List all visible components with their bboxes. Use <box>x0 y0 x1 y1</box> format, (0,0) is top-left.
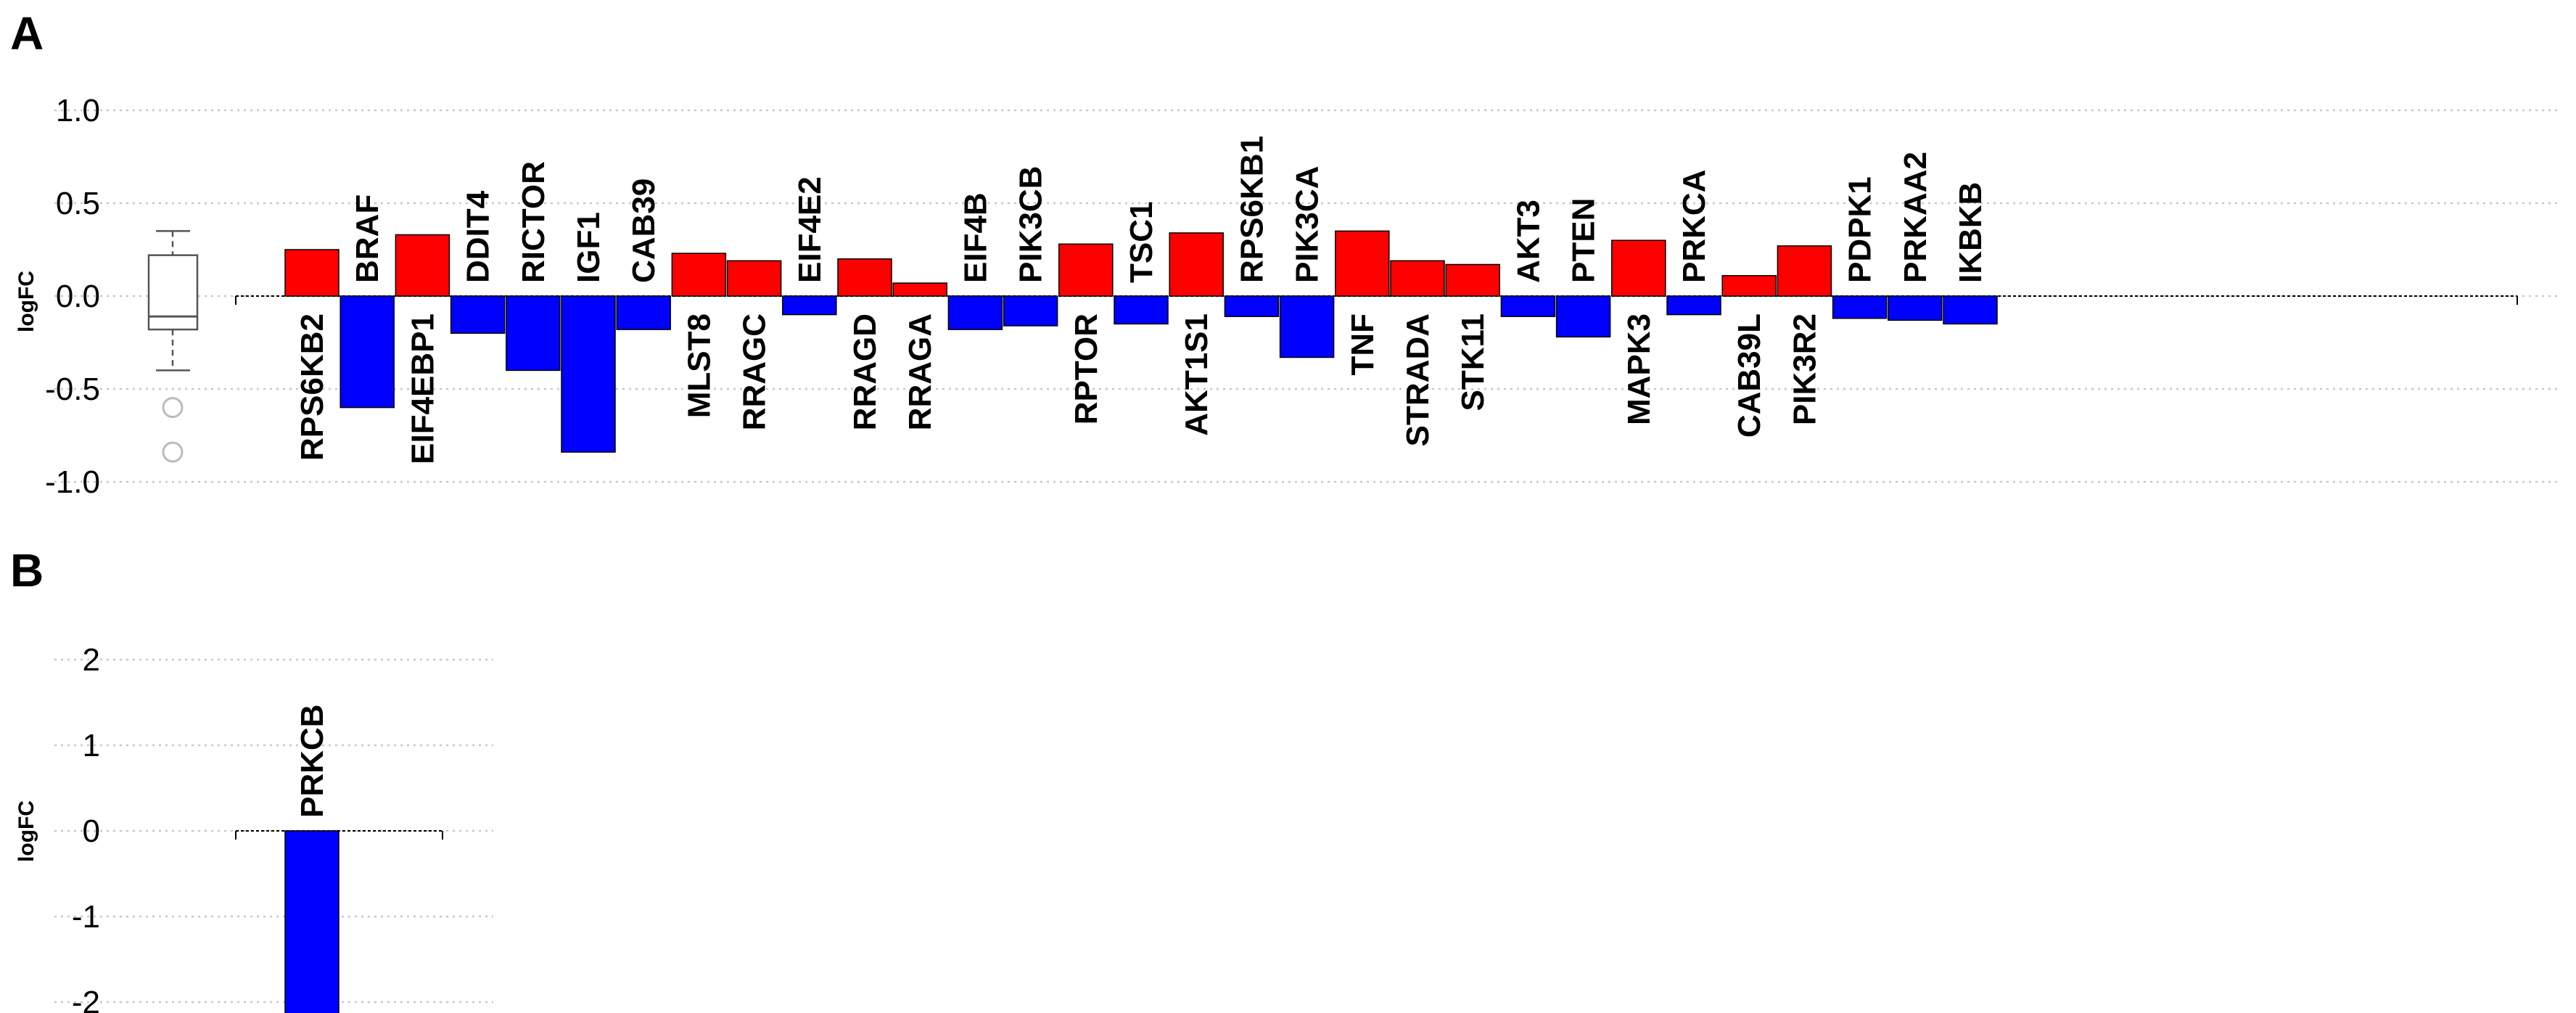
bar-rps6kb2 <box>284 249 340 297</box>
y-tick-label: 1 <box>83 728 100 763</box>
bar-label-rragc: RRAGC <box>737 313 773 430</box>
bar-label-stk11: STK11 <box>1455 313 1491 411</box>
bars-b <box>235 830 443 1013</box>
bar-label-akt3: AKT3 <box>1510 200 1546 283</box>
bar-label-eif4b: EIF4B <box>958 192 993 283</box>
y-tick-label: -0.5 <box>45 372 100 407</box>
bar-label-strada: STRADA <box>1400 313 1436 446</box>
panel-b: B logFC -2 -1 0 1 2 PRKCB <box>10 544 493 1013</box>
boxplot-outlier <box>162 397 184 419</box>
bar-label-eif4ebp1: EIF4EBP1 <box>405 313 440 464</box>
bar-prkaa2 <box>1888 295 1943 321</box>
bar-ikbkb <box>1943 295 1998 325</box>
bar-eif4ebp1 <box>395 234 450 297</box>
bar-tnf <box>1335 230 1390 297</box>
bar-label-braf: BRAF <box>350 194 385 283</box>
bar-rptor <box>1058 243 1114 297</box>
bar-rragc <box>726 260 782 297</box>
bar-ddit4 <box>450 295 506 334</box>
bar-pik3cb <box>1003 295 1058 327</box>
bar-akt1s1 <box>1169 232 1224 297</box>
y-tick-label: 0.0 <box>56 279 100 314</box>
bar-labels-a: RPS6KB2 BRAF EIF4EBP1 DDIT4 RICTOR IGF1 CAB39 M… <box>295 136 1988 464</box>
y-tick-label: 1.0 <box>56 93 100 128</box>
bar-label-prkcb: PRKCB <box>295 705 330 818</box>
bar-label-ikbkb: IKBKB <box>1953 182 1988 283</box>
y-ticks-b: -2 -1 0 1 2 <box>72 642 100 1013</box>
y-tick-label: -1 <box>72 899 100 935</box>
bar-rps6kb1 <box>1224 295 1280 317</box>
bar-label-ddit4: DDIT4 <box>461 190 496 283</box>
bar-prkcb <box>284 830 340 1013</box>
bar-tsc1 <box>1114 295 1169 325</box>
bar-strada <box>1390 260 1445 297</box>
bar-label-tnf: TNF <box>1345 313 1380 376</box>
bar-rictor <box>506 295 561 372</box>
y-tick-label: 2 <box>83 642 100 678</box>
bar-label-rps6kb1: RPS6KB1 <box>1234 136 1270 283</box>
y-ticks-a: -1.0 -0.5 0.0 0.5 1.0 <box>45 93 100 500</box>
bar-label-rraga: RRAGA <box>902 313 938 430</box>
bar-pik3ca <box>1279 295 1335 358</box>
boxplot-outlier <box>162 441 184 463</box>
bar-label-pdpk1: PDPK1 <box>1843 176 1878 283</box>
bar-label-pten: PTEN <box>1566 198 1602 283</box>
bar-label-mapk3: MAPK3 <box>1621 313 1657 425</box>
bar-label-pik3cb: PIK3CB <box>1013 166 1049 283</box>
bar-pik3r2 <box>1777 245 1832 297</box>
bar-label-cab39l: CAB39L <box>1732 313 1767 438</box>
y-axis-label-a: logFC <box>15 271 38 332</box>
bar-cab39l <box>1721 275 1777 297</box>
bar-label-mlst8: MLST8 <box>681 313 717 418</box>
bar-label-prkca: PRKCA <box>1676 170 1712 283</box>
panel-a: A logFC -1.0 -0.5 0.0 0.5 1.0 RPS6KB2 BRAF EIF… <box>10 7 2561 500</box>
bar-stk11 <box>1445 263 1500 297</box>
bar-pdpk1 <box>1832 295 1888 319</box>
y-tick-label: 0 <box>83 813 100 849</box>
bar-pten <box>1555 295 1611 338</box>
bar-braf <box>340 295 395 409</box>
bar-prkca <box>1666 295 1721 316</box>
bar-label-rptor: RPTOR <box>1069 313 1104 425</box>
bar-mlst8 <box>671 253 727 297</box>
bar-rragd <box>837 258 892 297</box>
boxplot-box <box>147 254 199 331</box>
y-axis-label-b: logFC <box>15 800 38 862</box>
bar-label-akt1s1: AKT1S1 <box>1179 313 1214 436</box>
bar-label-pik3ca: PIK3CA <box>1290 166 1325 283</box>
boxplot-a <box>147 230 199 463</box>
panel-label-a: A <box>10 7 44 60</box>
bar-igf1 <box>561 295 616 453</box>
bar-label-eif4e2: EIF4E2 <box>792 176 828 283</box>
bar-mapk3 <box>1611 239 1666 297</box>
bar-label-prkaa2: PRKAA2 <box>1898 152 1933 283</box>
bar-eif4e2 <box>782 295 837 316</box>
bar-label-rragd: RRAGD <box>847 313 883 430</box>
bars-a <box>235 230 2518 453</box>
bar-label-igf1: IGF1 <box>571 212 606 283</box>
y-tick-label: 0.5 <box>56 186 100 221</box>
bar-label-pik3r2: PIK3R2 <box>1787 313 1822 425</box>
bar-label-cab39: CAB39 <box>626 179 662 283</box>
bar-label-tsc1: TSC1 <box>1124 202 1159 283</box>
bar-akt3 <box>1500 295 1556 317</box>
bar-labels-b: PRKCB <box>295 705 330 818</box>
bar-cab39 <box>616 295 671 330</box>
bar-eif4b <box>947 295 1003 330</box>
bar-label-rictor: RICTOR <box>516 161 551 283</box>
panel-label-b: B <box>10 544 44 596</box>
y-tick-label: -2 <box>72 985 100 1013</box>
bar-rraga <box>892 282 947 297</box>
y-tick-label: -1.0 <box>45 464 100 500</box>
bar-label-rps6kb2: RPS6KB2 <box>295 313 330 461</box>
